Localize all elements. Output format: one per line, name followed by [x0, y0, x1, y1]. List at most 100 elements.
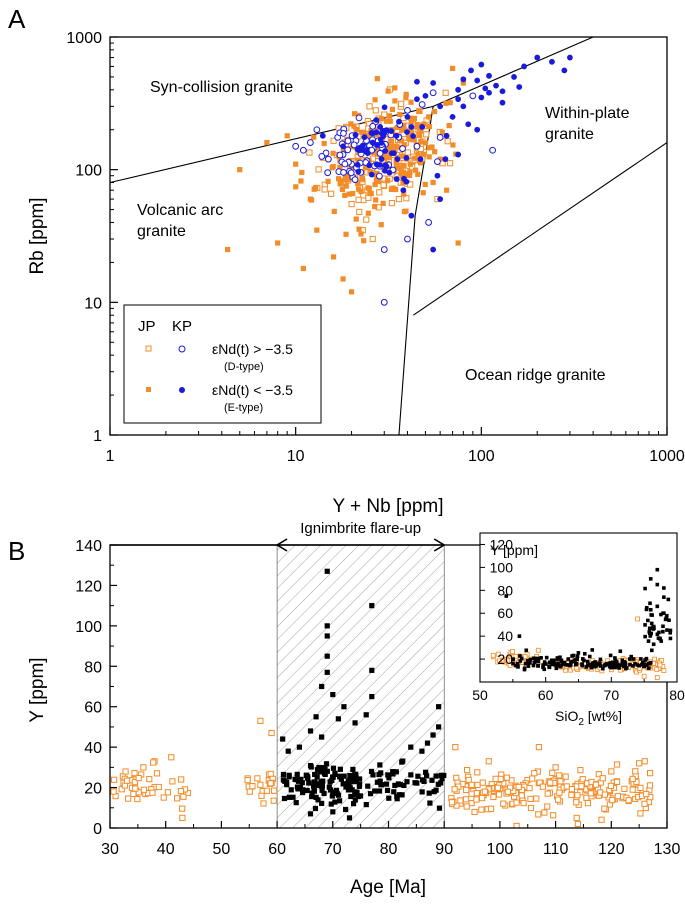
inset-point: [647, 626, 652, 631]
b-point: [338, 776, 345, 782]
a-point-open-square: [306, 149, 313, 156]
a-xtick-label: 100: [468, 448, 495, 465]
a-point-filled-square: [414, 121, 420, 128]
b-point: [337, 798, 343, 804]
a-point-filled-square: [358, 231, 364, 237]
a-point-filled-square: [455, 240, 461, 246]
b-point: [468, 799, 475, 807]
a-point-filled-circle: [354, 161, 361, 168]
b-point: [637, 784, 644, 792]
a-xtick-label: 1: [106, 448, 115, 465]
b-point: [324, 623, 330, 629]
b-point: [394, 793, 400, 800]
b-point: [478, 806, 485, 813]
b-point: [441, 772, 447, 779]
b-point: [307, 762, 314, 769]
a-point-filled-square: [437, 156, 443, 162]
flare-up-annotation: Ignimbrite flare-up: [300, 520, 421, 537]
a-point-filled-circle: [486, 89, 492, 96]
b-point: [536, 779, 543, 786]
b-point: [267, 780, 274, 787]
b-ytick-label: 40: [84, 740, 102, 757]
a-point-filled-square: [343, 183, 349, 189]
b-point: [330, 765, 337, 771]
b-point: [125, 795, 132, 802]
b-xtick-label: 90: [435, 841, 453, 858]
inset-point: [642, 662, 647, 667]
a-point-open-circle: [413, 142, 421, 150]
b-point: [285, 748, 291, 754]
inset-point: [648, 631, 652, 636]
a-point-open-square: [446, 160, 454, 167]
a-point-open-circle: [404, 235, 411, 243]
b-point: [490, 793, 497, 801]
inset-point: [646, 666, 651, 670]
a-point-filled-square: [298, 178, 304, 184]
a-point-filled-circle: [383, 127, 390, 134]
b-point: [613, 778, 621, 786]
a-point-filled-square: [392, 85, 398, 91]
inset-point: [574, 661, 579, 666]
b-point: [334, 790, 340, 797]
a-point-filled-circle: [403, 155, 410, 161]
b-point: [365, 783, 371, 789]
inset-point: [628, 657, 632, 661]
inset-point: [593, 660, 597, 665]
inset-point: [635, 616, 640, 622]
a-point-filled-square: [348, 289, 355, 295]
b-point: [587, 790, 594, 797]
b-point: [153, 770, 161, 777]
a-point-filled-circle: [478, 94, 485, 101]
b-point: [168, 754, 175, 761]
a-point-filled-square: [348, 121, 354, 127]
inset-point: [504, 594, 509, 598]
inset-point: [602, 663, 607, 668]
b-point: [281, 795, 288, 802]
inset-point: [642, 664, 646, 669]
a-point-filled-square: [390, 147, 396, 153]
b-point: [369, 694, 375, 700]
b-point: [328, 801, 334, 807]
a-point-filled-square: [355, 186, 362, 192]
a-point-filled-square: [373, 197, 379, 203]
inset-point: [640, 662, 644, 667]
b-point: [369, 667, 375, 673]
a-point-filled-square: [407, 161, 413, 167]
b-point: [293, 800, 299, 806]
b-point: [500, 800, 507, 807]
b-point: [485, 758, 492, 765]
legend-col-jp: JP: [138, 318, 156, 335]
b-point: [323, 761, 330, 767]
a-point-open-square: [376, 189, 383, 196]
b-point: [333, 787, 340, 793]
inset-point: [574, 665, 580, 671]
inset-point: [652, 656, 657, 662]
a-point-filled-square: [342, 173, 349, 179]
inset-point: [659, 639, 664, 643]
a-point-filled-circle: [521, 63, 528, 70]
b-point: [131, 769, 138, 777]
b-point: [492, 775, 499, 782]
b-point: [294, 777, 300, 783]
inset-point: [523, 661, 528, 666]
a-point-filled-square: [385, 88, 391, 94]
b-point: [424, 773, 430, 779]
inset-point: [613, 656, 617, 660]
a-point-filled-square: [335, 176, 342, 182]
a-point-filled-square: [372, 203, 378, 210]
a-point-filled-circle: [355, 168, 362, 175]
inset-point: [589, 663, 594, 667]
b-point: [563, 783, 570, 790]
b-point: [468, 781, 475, 788]
a-point-filled-square: [426, 123, 433, 130]
a-point-filled-square: [446, 123, 452, 129]
a-point-open-square: [321, 186, 328, 193]
b-point: [383, 781, 390, 787]
b-point: [268, 729, 275, 737]
a-point-filled-square: [225, 246, 231, 253]
b-point: [601, 791, 608, 798]
inset-point: [646, 639, 651, 643]
inset-point: [613, 662, 617, 666]
a-point-open-square: [381, 111, 388, 118]
b-point: [350, 801, 357, 807]
